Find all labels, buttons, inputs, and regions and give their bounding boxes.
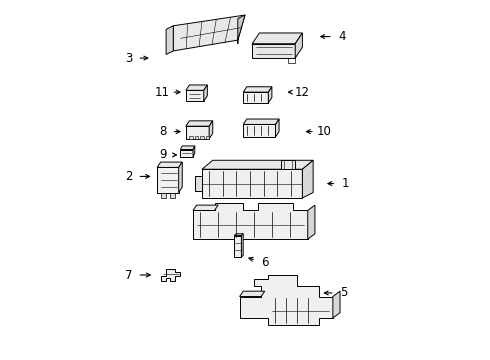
Polygon shape — [269, 87, 272, 103]
Polygon shape — [193, 146, 195, 157]
Bar — [200, 136, 204, 139]
Text: 3: 3 — [125, 51, 132, 64]
Polygon shape — [243, 119, 279, 125]
Polygon shape — [204, 85, 207, 101]
Polygon shape — [157, 162, 182, 167]
Text: 11: 11 — [155, 86, 170, 99]
Polygon shape — [186, 121, 213, 126]
Polygon shape — [179, 162, 182, 193]
Bar — [161, 193, 166, 198]
Polygon shape — [243, 125, 275, 137]
Polygon shape — [243, 92, 269, 103]
Polygon shape — [166, 26, 173, 54]
Polygon shape — [302, 160, 313, 198]
Text: 4: 4 — [338, 30, 345, 43]
Polygon shape — [202, 169, 302, 198]
Polygon shape — [275, 119, 279, 137]
Polygon shape — [234, 235, 242, 257]
Polygon shape — [234, 234, 243, 235]
Polygon shape — [240, 291, 265, 297]
Polygon shape — [193, 205, 218, 211]
Bar — [288, 58, 295, 63]
Text: 12: 12 — [295, 86, 310, 99]
Polygon shape — [193, 203, 308, 239]
Polygon shape — [195, 176, 202, 191]
Polygon shape — [180, 146, 195, 149]
Text: 2: 2 — [124, 170, 132, 183]
Polygon shape — [161, 269, 180, 281]
Polygon shape — [209, 121, 213, 139]
Polygon shape — [240, 275, 333, 325]
Text: 1: 1 — [342, 177, 349, 190]
Polygon shape — [157, 167, 179, 193]
Text: 10: 10 — [317, 125, 331, 138]
Bar — [190, 136, 193, 139]
Polygon shape — [243, 87, 272, 92]
Polygon shape — [186, 90, 204, 101]
Polygon shape — [333, 291, 340, 318]
Polygon shape — [242, 234, 243, 257]
Polygon shape — [173, 15, 245, 51]
Text: 5: 5 — [340, 287, 347, 300]
Polygon shape — [186, 85, 207, 90]
Bar — [195, 136, 198, 139]
Text: 9: 9 — [159, 148, 166, 161]
Polygon shape — [252, 44, 295, 58]
Polygon shape — [180, 149, 193, 157]
Text: 7: 7 — [124, 269, 132, 282]
Polygon shape — [186, 126, 209, 139]
Polygon shape — [252, 33, 302, 44]
Bar — [170, 193, 175, 198]
Text: 6: 6 — [261, 256, 269, 269]
Polygon shape — [295, 33, 302, 58]
Text: 8: 8 — [159, 125, 166, 138]
Polygon shape — [238, 15, 245, 44]
Bar — [205, 136, 209, 139]
Polygon shape — [308, 205, 315, 239]
Bar — [281, 160, 295, 169]
Polygon shape — [202, 160, 313, 169]
